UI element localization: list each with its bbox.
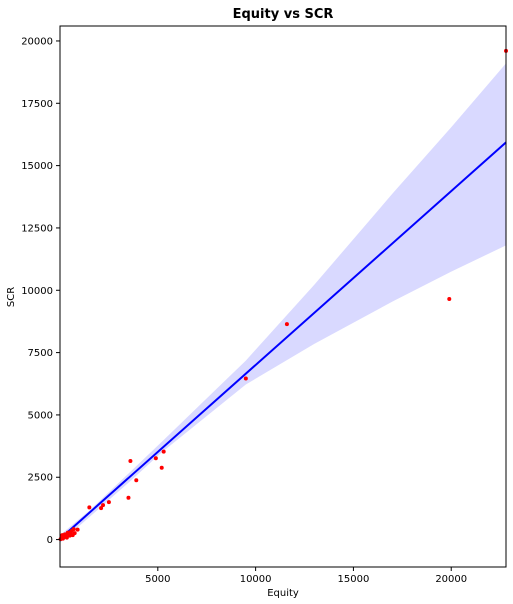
data-point [243, 376, 248, 381]
data-point [284, 322, 289, 327]
y-tick-label: 2500 [28, 473, 53, 484]
y-axis-label: SCR [6, 287, 17, 307]
y-tick-label: 20000 [21, 36, 53, 47]
y-tick-label: 5000 [28, 410, 53, 421]
y-tick-label: 12500 [21, 223, 53, 234]
x-tick-label: 15000 [338, 574, 370, 585]
data-point [75, 527, 80, 532]
regression-line [59, 141, 507, 540]
x-tick-label: 5000 [145, 574, 170, 585]
data-point [99, 506, 104, 511]
data-point [72, 531, 77, 536]
data-point [447, 296, 452, 301]
scatter-points [58, 48, 508, 542]
data-point [159, 465, 164, 470]
data-point [126, 495, 131, 500]
data-point [161, 449, 166, 454]
data-point [128, 459, 133, 464]
y-tick-label: 10000 [21, 286, 53, 297]
x-tick-label: 10000 [240, 574, 272, 585]
plot-area [58, 48, 508, 543]
y-tick-label: 17500 [21, 99, 53, 110]
data-point [134, 478, 139, 483]
data-point [87, 505, 92, 510]
confidence-band [60, 63, 506, 543]
data-point [71, 527, 76, 532]
data-point [101, 503, 106, 508]
y-tick-label: 0 [47, 535, 53, 546]
data-point [153, 456, 158, 461]
y-axis-ticks: 0 2500 5000 7500 10000 12500 15000 17500 20000 [21, 36, 60, 546]
chart-title: Equity vs SCR [233, 7, 334, 22]
data-point [64, 535, 69, 540]
y-tick-label: 15000 [21, 161, 53, 172]
x-tick-label: 20000 [435, 574, 467, 585]
plot-frame [59, 25, 507, 568]
y-tick-label: 7500 [28, 348, 53, 359]
data-point [106, 500, 111, 505]
x-axis-label: Equity [267, 588, 299, 599]
x-axis-ticks: 5000 10000 15000 20000 [145, 567, 467, 585]
